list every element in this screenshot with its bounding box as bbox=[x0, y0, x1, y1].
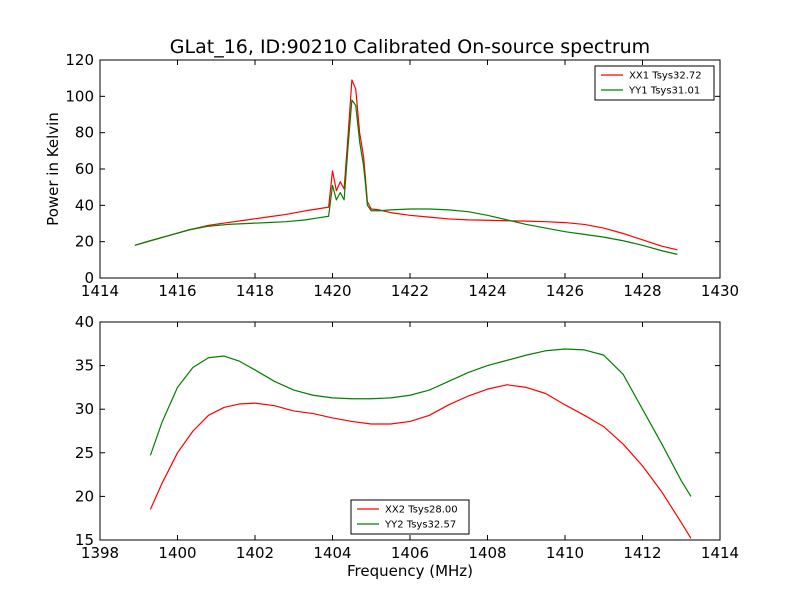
x-tick-label: 1426 bbox=[546, 282, 584, 300]
x-tick-label: 1398 bbox=[81, 544, 119, 562]
x-tick-label: 1404 bbox=[313, 544, 351, 562]
x-tick-label: 1402 bbox=[236, 544, 274, 562]
x-tick-label: 1416 bbox=[158, 282, 196, 300]
legend-label: XX2 Tsys28.00 bbox=[385, 505, 458, 516]
legend-label: YY1 Tsys31.01 bbox=[628, 86, 700, 97]
y-tick-label: 40 bbox=[75, 313, 94, 331]
x-tick-label: 1424 bbox=[468, 282, 506, 300]
x-axis-label: Frequency (MHz) bbox=[347, 562, 473, 580]
y-tick-label: 35 bbox=[75, 357, 94, 375]
x-tick-label: 1414 bbox=[701, 544, 739, 562]
figure-title: GLat_16, ID:90210 Calibrated On-source s… bbox=[170, 36, 650, 58]
y-tick-label: 15 bbox=[75, 531, 94, 549]
x-tick-label: 1408 bbox=[468, 544, 506, 562]
series-line-2 bbox=[134, 99, 678, 255]
x-tick-label: 1428 bbox=[623, 282, 661, 300]
y-tick-label: 25 bbox=[75, 444, 94, 462]
series-line-1 bbox=[149, 384, 692, 539]
y-tick-label: 120 bbox=[65, 51, 94, 69]
y-tick-label: 30 bbox=[75, 400, 94, 418]
y-tick-label: 0 bbox=[84, 269, 94, 287]
x-tick-label: 1412 bbox=[623, 544, 661, 562]
legend-label: YY2 Tsys32.57 bbox=[384, 520, 456, 531]
y-tick-label: 60 bbox=[75, 160, 94, 178]
y-tick-label: 20 bbox=[75, 233, 94, 251]
bottom-plot: 1398 1400 1402 1404 1406 1408 1410 1412 1414 15 20… bbox=[75, 313, 739, 580]
y-tick-label: 100 bbox=[65, 87, 94, 105]
x-tick-label: 1406 bbox=[391, 544, 429, 562]
y-axis-label: Power in Kelvin bbox=[44, 112, 62, 226]
top-plot: 1414 1416 1418 1420 1422 1424 1426 1428 1430 0 20 4… bbox=[44, 51, 739, 300]
series-line-2 bbox=[149, 348, 692, 497]
x-tick-label: 1420 bbox=[313, 282, 351, 300]
x-tick-label: 1430 bbox=[701, 282, 739, 300]
legend: XX1 Tsys32.72 YY1 Tsys31.01 bbox=[594, 65, 715, 101]
y-tick-label: 20 bbox=[75, 487, 94, 505]
y-tick-label: 40 bbox=[75, 196, 94, 214]
x-tick-label: 1418 bbox=[236, 282, 274, 300]
x-tick-label: 1422 bbox=[391, 282, 429, 300]
x-tick-label: 1410 bbox=[546, 544, 584, 562]
legend: XX2 Tsys28.00 YY2 Tsys32.57 bbox=[350, 499, 470, 535]
x-tick-label: 1414 bbox=[81, 282, 119, 300]
legend-label: XX1 Tsys32.72 bbox=[629, 71, 702, 82]
legend-box bbox=[350, 499, 470, 535]
y-tick-label: 80 bbox=[75, 124, 94, 142]
x-tick-label: 1400 bbox=[158, 544, 196, 562]
series-line-1 bbox=[134, 79, 678, 251]
legend-box bbox=[594, 65, 715, 101]
